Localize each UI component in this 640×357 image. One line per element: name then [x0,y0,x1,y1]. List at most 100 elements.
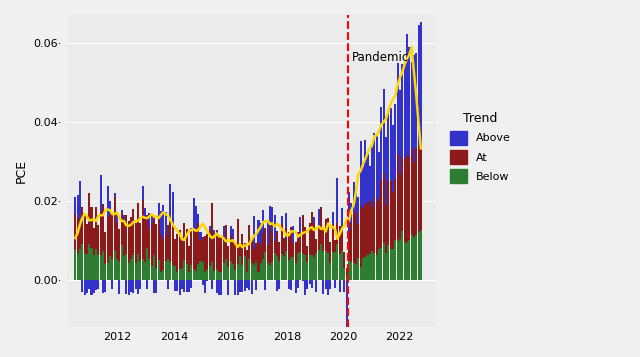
Text: Pandemic: Pandemic [352,51,410,64]
Bar [316,239,317,253]
Bar [144,208,146,217]
Bar [83,254,86,280]
Bar [262,210,264,233]
Bar [369,166,371,201]
Bar [197,264,199,280]
Bar [394,178,396,240]
Bar [397,154,399,241]
Bar [250,263,253,280]
Bar [297,253,299,280]
Bar [262,259,264,280]
Bar [186,229,188,264]
Bar [313,257,315,280]
Bar [204,236,206,272]
Bar [90,280,93,295]
Bar [209,226,211,231]
Bar [239,256,241,280]
Bar [77,254,79,280]
Bar [95,207,97,249]
Bar [283,256,285,280]
Bar [255,243,257,262]
Bar [125,280,127,294]
Bar [197,222,199,264]
Bar [260,245,262,263]
Bar [188,280,190,292]
Bar [380,180,383,248]
Bar [390,181,392,249]
Bar [357,225,359,257]
Bar [109,256,111,280]
Bar [188,272,190,280]
Bar [86,280,88,292]
Bar [239,280,241,292]
Bar [81,280,83,292]
Bar [130,217,132,258]
Bar [374,198,376,253]
Bar [95,249,97,280]
Bar [88,244,90,280]
Bar [360,206,362,267]
Bar [223,226,225,237]
Bar [353,263,355,280]
Bar [294,263,296,280]
Bar [355,188,357,211]
Bar [241,234,243,266]
Bar [190,265,192,280]
Bar [390,108,392,181]
Bar [156,223,157,268]
Bar [260,223,262,245]
Bar [292,226,294,243]
Bar [290,227,292,257]
Bar [294,242,296,263]
Bar [399,90,401,174]
Bar [308,280,310,285]
Bar [316,253,317,280]
Bar [244,256,246,280]
Bar [153,218,155,255]
Bar [350,203,352,223]
Bar [274,215,276,241]
Bar [227,267,229,280]
Bar [144,262,146,280]
Bar [406,242,408,280]
Bar [308,255,310,280]
Bar [330,263,332,280]
Bar [83,216,86,254]
Bar [285,251,287,280]
Bar [207,280,209,281]
Bar [385,253,387,280]
Bar [374,133,376,198]
Bar [304,227,306,255]
Bar [116,222,118,259]
Bar [181,240,183,268]
Bar [255,262,257,280]
Bar [341,208,343,231]
Bar [394,240,396,280]
Bar [387,111,389,180]
Bar [74,250,76,280]
Bar [107,263,109,280]
Bar [250,280,253,294]
Bar [132,280,134,293]
Bar [141,259,143,280]
Bar [404,159,406,243]
Bar [137,255,139,280]
Bar [301,254,303,280]
Bar [157,218,160,260]
Bar [364,140,366,204]
Bar [290,280,292,291]
Bar [276,256,278,280]
Bar [132,255,134,280]
Bar [300,252,301,280]
Bar [183,260,186,280]
Bar [116,259,118,280]
Bar [410,61,413,148]
Bar [88,280,90,288]
Bar [111,280,113,289]
Bar [204,280,206,293]
Bar [102,204,104,251]
Bar [114,197,116,251]
Bar [114,193,116,197]
Bar [248,225,250,259]
Bar [220,238,222,272]
